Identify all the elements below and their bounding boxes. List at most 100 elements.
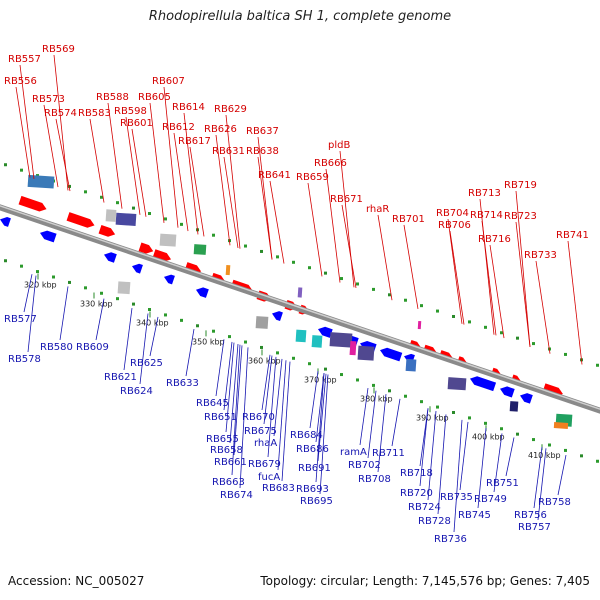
band-dot <box>580 454 583 458</box>
leader-line <box>223 341 233 411</box>
gene-label-bottom: RB758 <box>538 497 571 508</box>
band-dot <box>116 297 119 301</box>
leader-line <box>229 343 239 444</box>
misc-feature-box <box>115 212 137 226</box>
leader-line <box>59 286 69 341</box>
leader-line <box>449 230 465 325</box>
gene-label-top: RB637 <box>246 126 279 137</box>
leader-lines <box>15 54 583 533</box>
band-dot <box>516 432 519 436</box>
misc-feature-box <box>357 345 375 361</box>
gene-label-top: RB588 <box>96 92 129 103</box>
band-dot <box>548 443 551 447</box>
band-dot <box>212 233 215 237</box>
leader-line <box>339 150 355 288</box>
genome-title: Rhodopirellula baltica SH 1, complete ge… <box>148 9 452 24</box>
gene-label-top: RB614 <box>172 102 205 113</box>
misc-feature-box <box>349 340 357 356</box>
band-dot <box>468 320 471 324</box>
reverse-gene <box>104 252 117 263</box>
band-dot <box>164 217 167 221</box>
band-dot <box>516 336 519 340</box>
leader-line <box>505 437 515 477</box>
band-dot <box>292 260 295 264</box>
leader-line <box>223 156 239 249</box>
leader-line <box>453 419 463 533</box>
leader-line <box>403 224 419 310</box>
band-dot <box>420 400 423 404</box>
gene-label-bottom: RB728 <box>418 516 451 527</box>
leader-line <box>185 329 195 377</box>
band-dot <box>20 168 23 172</box>
band-dot <box>116 201 119 205</box>
gene-label-top: RB629 <box>214 104 247 115</box>
accession-text: Accession: NC_005027 <box>8 574 145 588</box>
leader-line <box>149 316 159 357</box>
gene-label-top: RB659 <box>296 172 329 183</box>
leader-line <box>317 373 327 462</box>
band-dot <box>244 244 247 248</box>
gene-label-top: RB714 <box>470 210 503 221</box>
band-dot <box>356 378 359 382</box>
gene-label-bottom: fucA <box>258 472 280 483</box>
leader-line <box>515 221 531 347</box>
gene-label-bottom: RB751 <box>486 478 519 489</box>
leader-line <box>15 86 31 178</box>
leader-line <box>55 118 71 192</box>
band-dot <box>68 184 71 188</box>
gene-label-top: RB723 <box>504 211 537 222</box>
band-dot <box>532 342 535 346</box>
misc-feature-box <box>311 335 323 348</box>
gene-label-bottom: RB757 <box>518 522 551 533</box>
gene-label-bottom: RB674 <box>220 490 253 501</box>
leader-line <box>307 182 323 277</box>
gene-label-bottom: RB679 <box>248 459 281 470</box>
gene-label-bottom: RB609 <box>76 342 109 353</box>
tick-label: 360 kbp <box>248 356 281 365</box>
band-dot <box>484 325 487 329</box>
leader-line <box>437 414 447 515</box>
band-dot <box>132 206 135 210</box>
leader-line <box>419 408 429 487</box>
tick-label: 390 kbp <box>416 413 449 422</box>
leader-line <box>377 394 387 473</box>
misc-feature-box <box>553 422 569 429</box>
gene-label-bottom: RB708 <box>358 474 391 485</box>
leader-line <box>189 146 205 237</box>
band-dot <box>36 270 39 274</box>
misc-feature-box <box>295 329 307 343</box>
band-dot <box>20 264 23 268</box>
tick-label: 350 kbp <box>192 337 225 346</box>
band-dot <box>260 345 263 349</box>
backbone-line <box>0 204 600 414</box>
band-dot <box>4 163 7 167</box>
leader-line <box>149 102 165 223</box>
backbone-highlight <box>0 205 600 410</box>
band-dot <box>148 212 151 216</box>
gene-label-bottom: RB718 <box>400 468 433 479</box>
misc-feature-box <box>159 233 177 247</box>
leader-line <box>537 448 547 521</box>
band-dot <box>404 298 407 302</box>
leader-line <box>427 411 437 501</box>
leader-line <box>163 86 179 228</box>
band-dot <box>500 331 503 335</box>
leader-line <box>215 339 225 397</box>
misc-feature-box <box>255 316 269 329</box>
leader-line <box>567 240 583 365</box>
tick-label: 340 kbp <box>136 318 169 327</box>
leader-line <box>231 344 241 476</box>
band-dot <box>84 190 87 194</box>
misc-feature-box <box>105 209 117 222</box>
gene-label-top: RB716 <box>478 234 511 245</box>
misc-feature-box <box>447 377 467 391</box>
reverse-gene <box>196 287 209 298</box>
reverse-gene <box>164 274 175 285</box>
forward-gene <box>18 195 47 212</box>
leader-line <box>557 455 567 496</box>
leader-line <box>43 104 59 188</box>
leader-line <box>173 132 189 232</box>
band-dot <box>452 314 455 318</box>
band-dot <box>500 427 503 431</box>
reverse-gene <box>272 311 283 321</box>
